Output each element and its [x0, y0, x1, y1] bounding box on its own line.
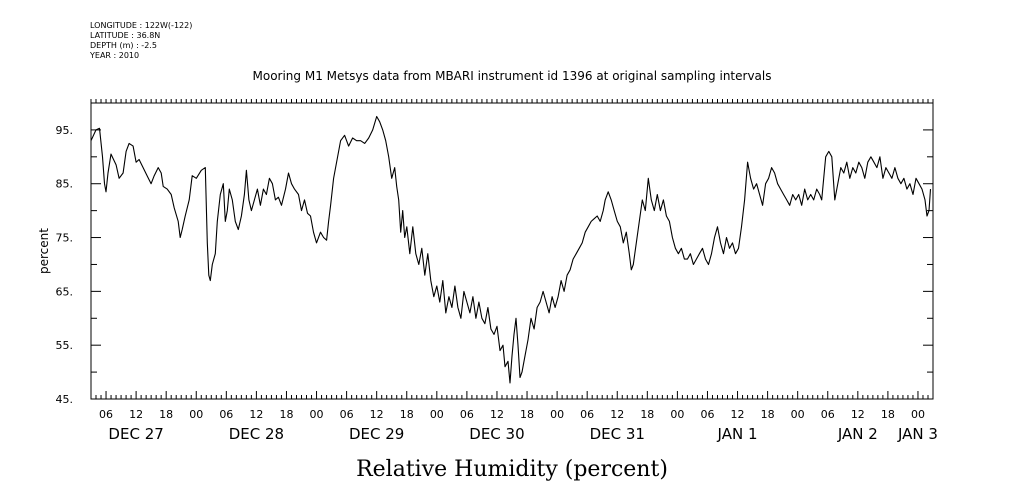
y-tick-label: 95. — [56, 124, 74, 137]
x-date-label: DEC 29 — [349, 425, 404, 443]
x-hour-label: 06 — [580, 408, 594, 421]
y-tick-label: 55. — [56, 339, 74, 352]
x-hour-label: 18 — [881, 408, 895, 421]
x-date-label: JAN 1 — [717, 425, 758, 443]
x-date-label: DEC 30 — [469, 425, 524, 443]
x-hour-label: 00 — [911, 408, 925, 421]
x-hour-label: 00 — [791, 408, 805, 421]
y-axis: 45. 55. 65. 75. 85. 95. — [56, 102, 933, 406]
x-hour-label: 12 — [249, 408, 263, 421]
x-date-label: DEC 31 — [590, 425, 645, 443]
year-label: YEAR : 2010 — [90, 51, 140, 60]
x-hour-label: 00 — [430, 408, 444, 421]
depth-label: DEPTH (m) : -2.5 — [90, 41, 157, 50]
x-date-label: DEC 27 — [108, 425, 163, 443]
x-hour-label: 06 — [700, 408, 714, 421]
y-tick-label: 75. — [56, 232, 74, 245]
x-date-label: JAN 3 — [897, 425, 938, 443]
x-hour-label: 00 — [310, 408, 324, 421]
x-hour-label: 06 — [340, 408, 354, 421]
x-hour-label: 18 — [159, 408, 173, 421]
x-date-label: DEC 28 — [229, 425, 284, 443]
x-hour-label: 06 — [99, 408, 113, 421]
x-hour-label: 12 — [610, 408, 624, 421]
x-hour-label: 12 — [129, 408, 143, 421]
x-hour-label: 18 — [279, 408, 293, 421]
y-tick-label: 65. — [56, 285, 74, 298]
series-group — [90, 115, 932, 384]
x-hour-label: 12 — [370, 408, 384, 421]
x-hour-label: 18 — [520, 408, 534, 421]
chart-title: Mooring M1 Metsys data from MBARI instru… — [253, 69, 772, 83]
humidity-series-line — [90, 115, 932, 384]
x-axis: 06 12 18 00 06 12 18 00 06 12 18 00 06 12 18 00 06 12 18 00… — [90, 99, 938, 443]
x-hour-label: 12 — [851, 408, 865, 421]
y-axis-label: percent — [37, 228, 51, 274]
x-hour-label: 18 — [761, 408, 775, 421]
x-hour-label: 18 — [640, 408, 654, 421]
x-hour-label: 18 — [400, 408, 414, 421]
latitude-label: LATITUDE : 36.8N — [90, 31, 161, 40]
longitude-label: LONGITUDE : 122W(-122) — [90, 21, 193, 30]
x-hour-label: 00 — [670, 408, 684, 421]
x-hour-label: 12 — [490, 408, 504, 421]
x-axis-label: Relative Humidity (percent) — [356, 457, 668, 482]
x-hour-label: 06 — [821, 408, 835, 421]
x-hour-label: 12 — [731, 408, 745, 421]
x-hour-label: 00 — [189, 408, 203, 421]
metadata-block: LONGITUDE : 122W(-122) LATITUDE : 36.8N … — [90, 21, 192, 61]
x-hour-label: 06 — [219, 408, 233, 421]
x-date-label: JAN 2 — [837, 425, 878, 443]
x-hour-label: 06 — [460, 408, 474, 421]
y-tick-label: 45. — [56, 393, 74, 406]
x-hour-label: 00 — [550, 408, 564, 421]
y-tick-label: 85. — [56, 178, 74, 191]
